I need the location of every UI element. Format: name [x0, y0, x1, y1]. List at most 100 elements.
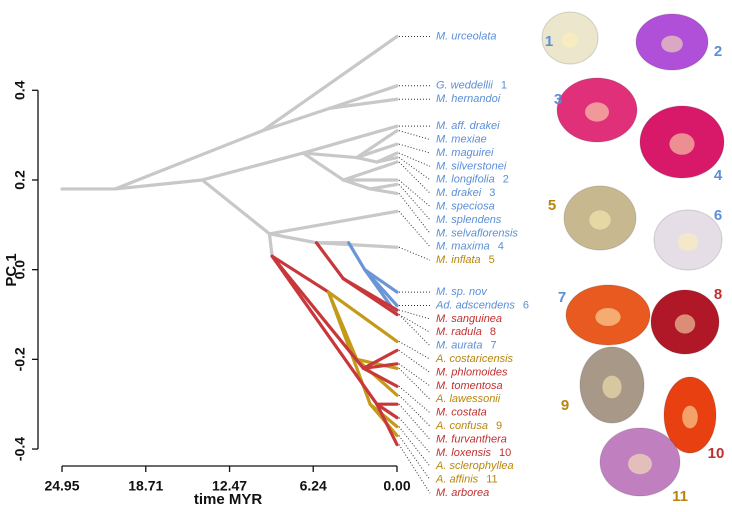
tip-label: M. loxensis [436, 447, 492, 459]
tip-number: 8 [490, 326, 496, 338]
branch [267, 209, 399, 236]
flower-center [674, 314, 696, 334]
tip-connector [398, 184, 431, 221]
photo-number: 1 [545, 33, 553, 50]
tip-label: Ad. adscendens [435, 299, 515, 311]
branch [375, 155, 399, 164]
flower-center [682, 405, 698, 429]
x-tick-label: 24.95 [44, 478, 79, 494]
tip-label: M. radula [436, 326, 482, 338]
tip-label: M. longifolia [436, 174, 495, 186]
tip-label: M. sanguinea [436, 313, 502, 325]
photo-number: 9 [561, 397, 569, 414]
flower-center [585, 102, 609, 122]
tip-connector [398, 130, 431, 141]
branch [314, 241, 345, 281]
branch [261, 106, 332, 133]
branch [341, 178, 372, 191]
tip-connector [398, 417, 431, 454]
photo-number: 4 [714, 167, 723, 184]
tip-number: 6 [523, 299, 529, 311]
tip-number: 1 [501, 80, 507, 92]
tip-label: M. phlomoides [436, 366, 508, 378]
tip-label: M. splendens [436, 214, 502, 226]
tip-label: A. lawessonii [435, 393, 501, 405]
tip-number: 4 [498, 241, 504, 253]
y-tick-label: 0.2 [12, 170, 28, 190]
photo-number: 2 [714, 43, 722, 60]
photo-number: 10 [708, 445, 725, 462]
branch [261, 34, 399, 133]
tip-label: A. sclerophyllea [435, 460, 514, 472]
tip-label: M. costata [436, 407, 487, 419]
tip-number: 10 [499, 447, 511, 459]
branch [267, 232, 319, 245]
branch [355, 155, 379, 164]
tip-label: A. affinis [435, 474, 479, 486]
flower-center [561, 32, 579, 48]
tip-connector [398, 363, 431, 387]
flower-center [669, 133, 695, 155]
photo-number: 3 [554, 91, 562, 108]
tip-label: M. urceolata [436, 30, 497, 42]
tip-label: M. mexiae [436, 133, 487, 145]
tip-label: A. confusa [435, 420, 488, 432]
tip-label: G. weddellii [436, 80, 493, 92]
branch [113, 129, 265, 191]
tip-number: 11 [486, 474, 497, 486]
tip-label: M. silverstonei [436, 160, 507, 172]
tip-label: M. tomentosa [436, 380, 503, 392]
x-tick-label: 18.71 [128, 478, 163, 494]
branch [361, 366, 399, 388]
photo-number: 8 [714, 286, 722, 303]
branch [341, 277, 399, 317]
tip-connector [398, 143, 431, 154]
tip-label: A. costaricensis [435, 353, 514, 365]
branch [326, 290, 399, 344]
flower-center [661, 35, 683, 53]
branch [301, 151, 359, 160]
photo-number: 6 [714, 207, 722, 224]
branch [361, 348, 399, 370]
tip-connector [398, 435, 431, 481]
flower-center [595, 308, 621, 326]
x-tick-label: 6.24 [300, 478, 327, 494]
branch [341, 160, 399, 182]
x-tick-label: 12.47 [212, 478, 247, 494]
branch [301, 124, 399, 155]
tip-label: M. aurata [436, 340, 482, 352]
flower-center [589, 210, 611, 230]
flower-center [677, 233, 699, 251]
tip-connector [398, 211, 431, 248]
branch [375, 402, 399, 447]
branch [375, 402, 399, 420]
branch [347, 241, 367, 272]
branch [355, 129, 399, 160]
branch [368, 187, 399, 196]
tip-connector [398, 385, 431, 414]
tip-connector [398, 349, 431, 373]
tip-number: 2 [503, 174, 509, 186]
tip-label: M. sp. nov [436, 286, 488, 298]
branch [200, 151, 305, 182]
branch [267, 232, 274, 258]
tip-connector [398, 193, 431, 234]
tip-connector [398, 246, 431, 261]
branch [355, 357, 399, 370]
tip-connector [398, 394, 431, 427]
tip-connector [398, 161, 431, 194]
tip-connector [398, 367, 431, 400]
tip-number: 7 [490, 340, 496, 352]
branch [361, 362, 399, 370]
tip-label: M. aff. drakei [436, 120, 500, 132]
photo-number: 7 [558, 289, 566, 306]
branch [200, 178, 272, 236]
tip-connector [398, 426, 431, 467]
branch [113, 178, 204, 191]
tip-label: M. maguirei [436, 147, 494, 159]
tip-connector [398, 340, 431, 360]
tip-connector [398, 314, 431, 347]
y-tick-label: 0.4 [12, 80, 28, 100]
y-axis-label: PC 1 [3, 253, 20, 286]
